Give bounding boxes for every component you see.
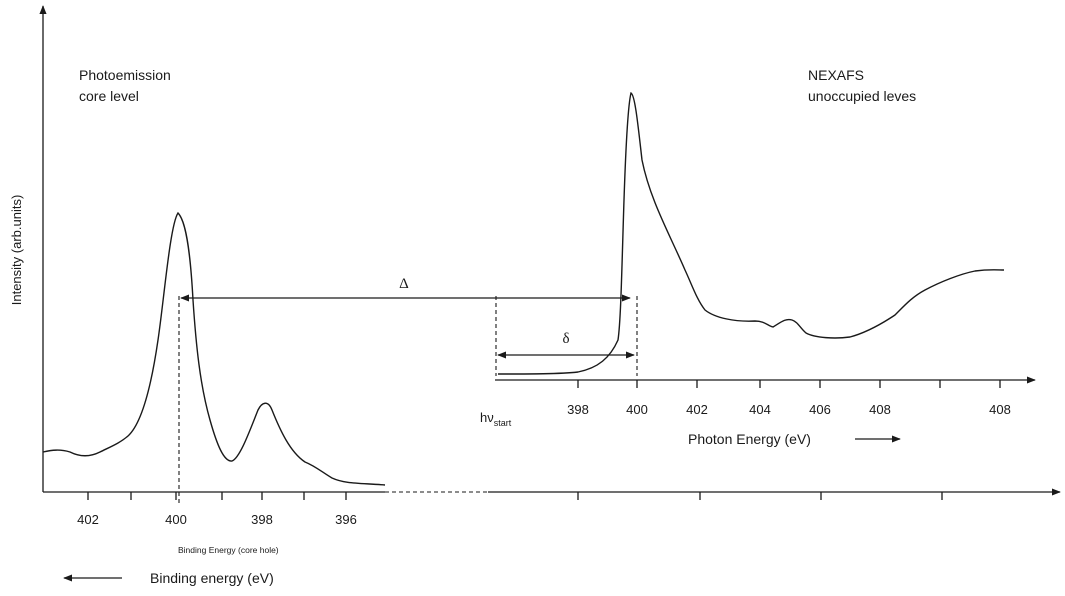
delta-label: Δ <box>399 276 409 292</box>
binding-tick-label: 396 <box>335 512 357 527</box>
photon-axis-ticks <box>577 380 1001 388</box>
y-axis-label: Intensity (arb.units) <box>9 195 24 306</box>
photoemission-title-line2: core level <box>79 88 139 104</box>
nexafs-title-line2: unoccupied leves <box>808 88 916 104</box>
photon-tick-label: 398 <box>567 402 589 417</box>
binding-tick-label: 402 <box>77 512 99 527</box>
binding-tick-label: 398 <box>251 512 273 527</box>
photon-tick-label: 408 <box>869 402 891 417</box>
photoemission-title-line1: Photoemission <box>79 67 171 83</box>
hv-start-label: hνstart <box>480 410 512 428</box>
nexafs-spectrum-curve <box>497 91 1005 375</box>
binding-axis-ticks <box>87 492 943 500</box>
binding-energy-axis-label: Binding energy (eV) <box>150 570 274 586</box>
binding-tick-label: 400 <box>165 512 187 527</box>
photoemission-spectrum-curve <box>42 211 386 486</box>
core-hole-label: Binding Energy (core hole) <box>178 545 279 555</box>
small-delta-label: δ <box>562 331 569 347</box>
photon-tick-label-408: 408 <box>989 402 1011 417</box>
photon-energy-axis-label: Photon Energy (eV) <box>688 431 811 447</box>
photon-tick-label: 402 <box>686 402 708 417</box>
photon-tick-label: 404 <box>749 402 771 417</box>
nexafs-title-line1: NEXAFS <box>808 67 864 83</box>
photon-tick-label: 400 <box>626 402 648 417</box>
photon-tick-label: 406 <box>809 402 831 417</box>
